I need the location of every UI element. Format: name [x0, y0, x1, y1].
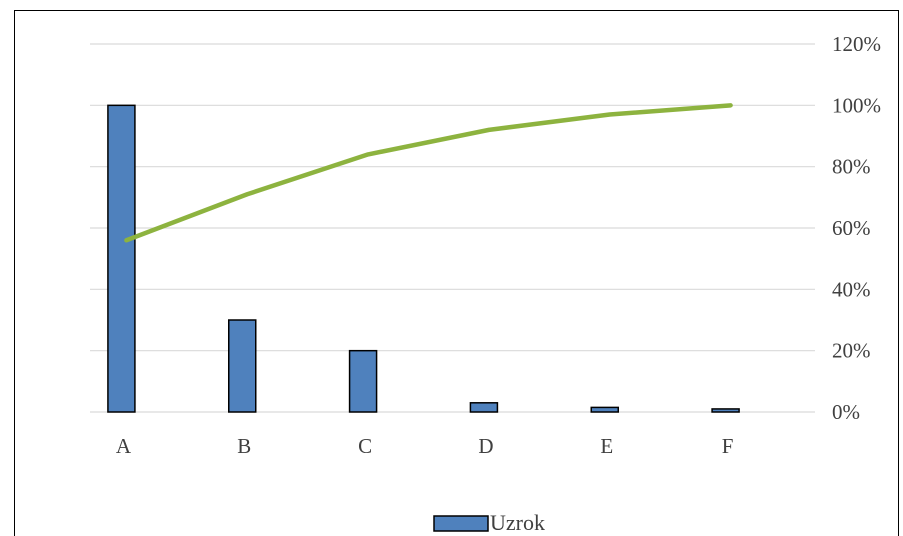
x-tick-label: E — [600, 434, 613, 458]
legend: Uzrok — [433, 510, 545, 535]
chart-frame — [14, 10, 899, 536]
bar — [469, 402, 499, 413]
y-tick-label: 20% — [832, 339, 871, 363]
x-tick-label: F — [722, 434, 734, 458]
y-tick-label: 0% — [832, 400, 860, 424]
legend-swatch — [433, 515, 489, 532]
x-tick-label: C — [358, 434, 372, 458]
gridlines — [90, 43, 815, 413]
x-axis-ticks: A B C D E F — [116, 434, 734, 458]
y-axis-ticks: 0% 20% 40% 60% 80% 100% 120% — [832, 32, 881, 424]
bar — [228, 319, 257, 413]
bar — [348, 349, 378, 413]
y-tick-label: 80% — [832, 155, 871, 179]
cumulative-line-path — [124, 103, 733, 243]
legend-label: Uzrok — [490, 510, 545, 535]
x-tick-label: B — [237, 434, 251, 458]
bar — [711, 408, 740, 413]
y-tick-label: 40% — [832, 277, 871, 301]
bar — [590, 406, 619, 413]
y-tick-label: 60% — [832, 216, 871, 240]
y-tick-label: 100% — [832, 93, 881, 117]
y-tick-label: 120% — [832, 32, 881, 56]
bar — [107, 104, 136, 413]
x-tick-label: A — [116, 434, 132, 458]
cumulative-line — [124, 103, 733, 243]
bars — [107, 104, 740, 413]
x-tick-label: D — [478, 434, 493, 458]
